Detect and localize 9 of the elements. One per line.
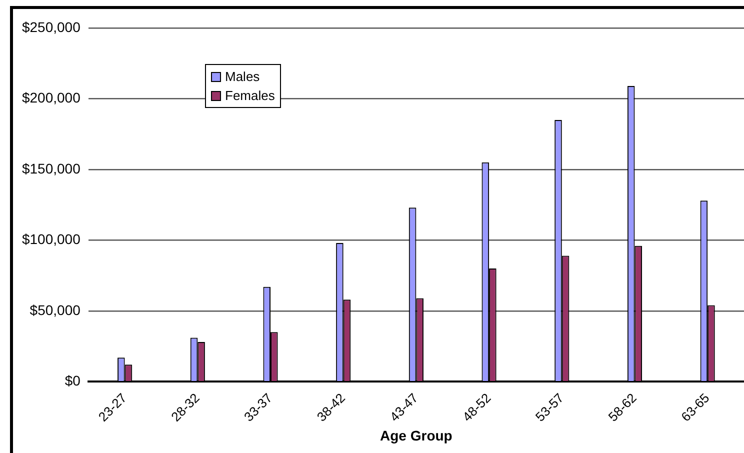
y-tick-label: $150,000 xyxy=(22,160,81,176)
y-tick-label: $50,000 xyxy=(30,302,81,318)
legend-label: Females xyxy=(225,87,275,105)
y-tick-label: $250,000 xyxy=(22,18,81,35)
y-tick-label: $0 xyxy=(64,372,81,389)
y-tick-label: $200,000 xyxy=(22,90,81,106)
legend-label: Males xyxy=(225,68,260,86)
x-axis-title: Age Group xyxy=(380,427,452,444)
y-tick-label: $100,000 xyxy=(22,231,81,248)
